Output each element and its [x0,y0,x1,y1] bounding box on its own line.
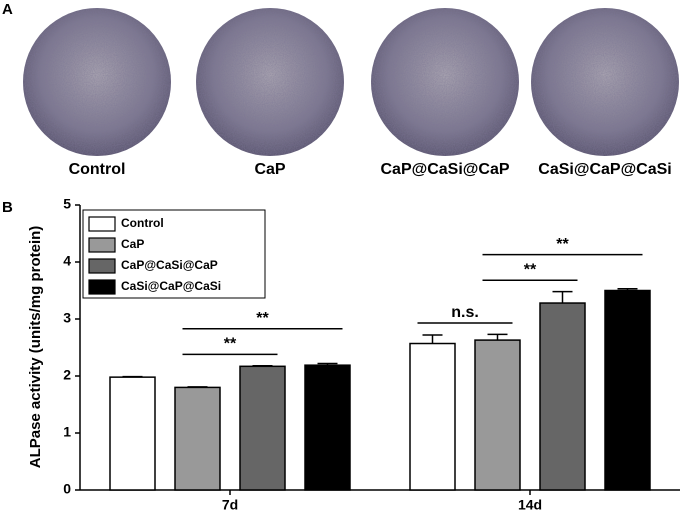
x-tick-label: 14d [518,497,542,513]
bar [304,364,351,491]
y-tick-label: 0 [63,481,71,497]
bar [539,302,586,491]
well-image [196,8,344,156]
y-tick-label: 4 [63,253,71,269]
significance-label: ** [524,261,537,278]
bar [239,365,286,491]
y-axis-label: ALPase activity (units/mg protein) [27,226,44,469]
well-image [531,8,679,156]
bar [409,342,456,491]
significance-label: ** [556,236,569,253]
y-tick-label: 3 [63,310,71,326]
legend-swatch [88,258,116,274]
legend-label: Control [121,216,164,230]
y-tick-label: 5 [63,196,71,212]
well-image [371,8,519,156]
panel-label: B [2,199,13,216]
x-tick-label: 7d [222,497,238,513]
bar [109,376,156,491]
well-image [23,8,171,156]
bar [604,289,651,491]
bar [474,339,521,491]
panel-label: A [2,1,13,18]
image-label: CaP [254,161,285,178]
image-label: Control [69,161,126,178]
legend-label: CaSi@CaP@CaSi [121,279,221,293]
bar [174,386,221,491]
y-tick-label: 2 [63,367,71,383]
image-label: CaP@CaSi@CaP [380,161,509,178]
significance-label: ** [256,310,269,327]
legend-label: CaP [121,237,144,251]
legend-swatch [88,279,116,295]
significance-label: n.s. [451,304,479,321]
y-tick-label: 1 [63,424,71,440]
significance-label: ** [224,336,237,353]
legend-label: CaP@CaSi@CaP [121,258,218,272]
legend-swatch [88,216,116,232]
legend-swatch [88,237,116,253]
image-label: CaSi@CaP@CaSi [538,161,671,178]
